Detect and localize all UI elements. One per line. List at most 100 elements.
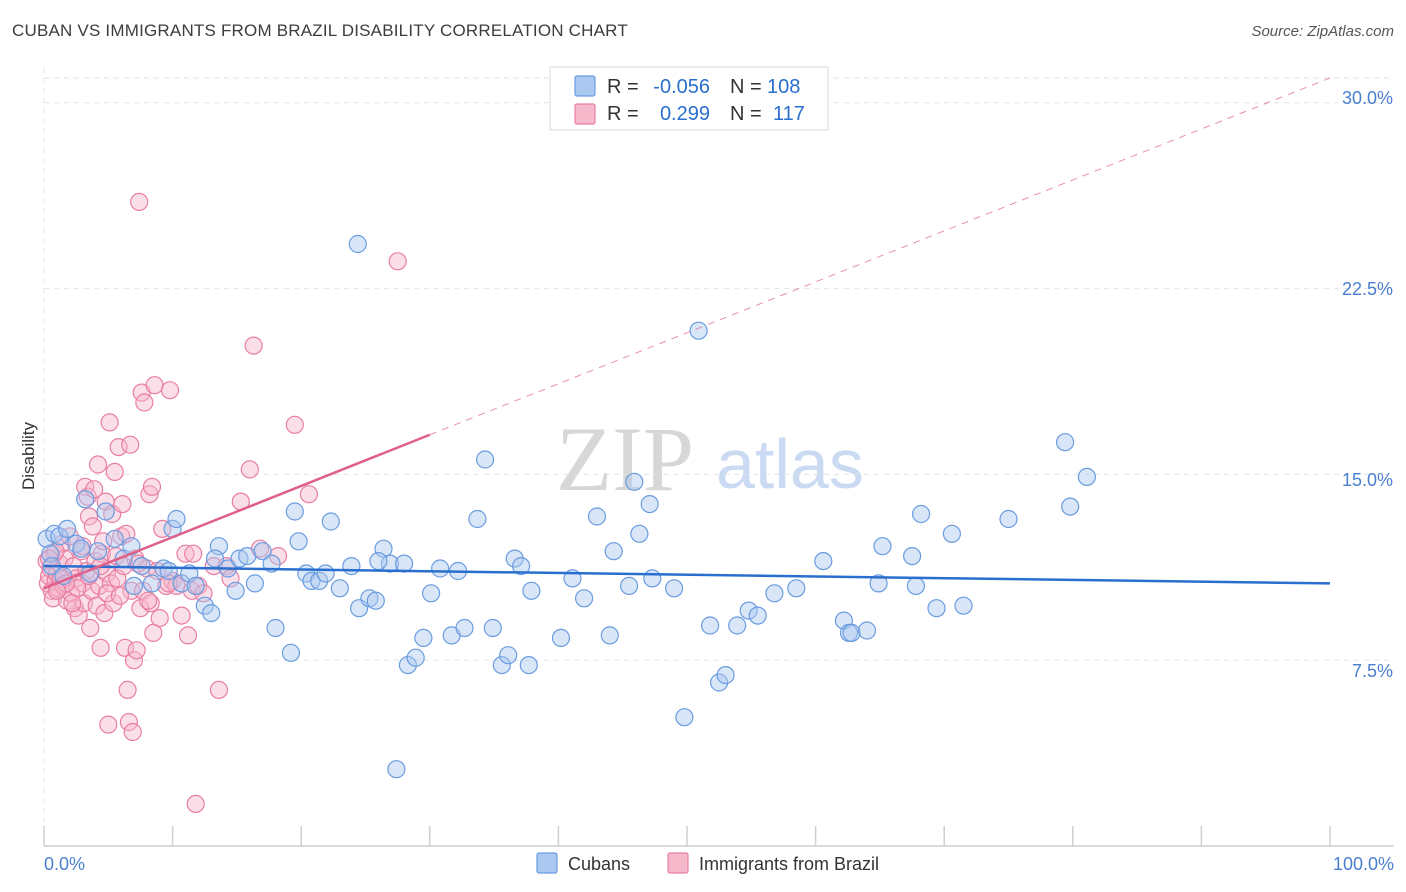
cubans-point — [142, 574, 162, 593]
brazil-point — [131, 599, 150, 618]
cubans-point — [316, 564, 335, 583]
cubans-point — [310, 571, 329, 591]
brazil-point — [130, 192, 149, 211]
cubans-point — [172, 574, 191, 593]
cubans-point — [366, 591, 385, 610]
brazil-point — [60, 527, 79, 546]
bottom-legend-label-cubans: Cubans — [568, 854, 630, 874]
cubans-point — [398, 655, 417, 675]
cubans-point — [689, 321, 708, 340]
legend-r-value: -0.056 — [653, 76, 710, 98]
cubans-point — [195, 596, 214, 615]
cubans-point — [505, 549, 524, 568]
legend-r-value: 0.299 — [660, 103, 710, 125]
cubans-point — [675, 708, 694, 727]
cubans-point — [630, 524, 649, 543]
cubans-point — [700, 616, 720, 635]
cubans-point — [238, 546, 257, 566]
legend-r-label: R = — [607, 103, 639, 125]
brazil-point — [79, 507, 99, 526]
brazil-point — [83, 517, 103, 536]
cubans-point — [76, 490, 95, 509]
brazil-point — [135, 393, 154, 412]
cubans-point — [455, 618, 474, 638]
cubans-point — [422, 584, 441, 603]
brazil-point — [91, 638, 110, 657]
cubans-point — [814, 551, 833, 571]
brazil-point — [172, 606, 191, 625]
brazil-point — [139, 591, 158, 610]
cubans-point — [522, 581, 541, 600]
brazil-point — [105, 462, 124, 481]
legend-box: R = -0.056 N = 108 R = 0.299 N = 117 — [549, 66, 829, 131]
brazil-point — [145, 376, 164, 395]
brazil-point — [141, 594, 160, 613]
cubans-point — [226, 581, 245, 600]
chart-title: CUBAN VS IMMIGRANTS FROM BRAZIL DISABILI… — [12, 21, 628, 40]
cubans-point — [625, 472, 644, 491]
cubans-point — [124, 576, 144, 596]
cubans-point — [1077, 467, 1097, 486]
brazil-point — [119, 712, 138, 732]
brazil-point — [85, 480, 104, 499]
brazil-point — [100, 413, 119, 432]
brazil-point — [121, 435, 140, 454]
brazil-point — [244, 336, 263, 355]
brazil-point — [204, 556, 223, 576]
brazil-point — [142, 477, 162, 496]
cubans-point — [253, 542, 272, 561]
cubans-point — [716, 665, 735, 685]
x-tick-label-max: 100.0% — [1333, 854, 1394, 874]
brazil-point — [127, 641, 146, 660]
cubans-point — [927, 599, 946, 618]
brazil-point — [115, 638, 135, 657]
brazil-point — [240, 460, 259, 479]
cubans-point — [499, 646, 518, 665]
cubans-point — [643, 569, 662, 588]
cubans-point — [857, 621, 877, 640]
cubans-point — [281, 643, 300, 662]
cubans-point — [511, 556, 531, 576]
cubans-point — [574, 589, 594, 608]
legend-n-value: 108 — [767, 76, 800, 98]
cubans-point — [167, 509, 186, 529]
watermark-zip: ZIP — [556, 408, 694, 510]
axis-ticks — [43, 826, 1331, 846]
brazil-point — [78, 487, 97, 506]
cubans-point — [1061, 497, 1080, 516]
brazil-point — [209, 680, 228, 700]
cubans-point — [406, 648, 425, 667]
brazil-point — [88, 455, 108, 474]
legend-frame — [549, 66, 829, 131]
cubans-point — [519, 655, 538, 675]
cubans-point — [619, 576, 639, 596]
cubans-point — [88, 542, 108, 561]
cubans-point — [728, 616, 747, 635]
legend-r-label: R = — [607, 76, 639, 98]
cubans-point — [551, 628, 571, 648]
brazil-point — [123, 722, 142, 742]
cubans-point — [387, 760, 406, 779]
y-tick-label: 15.0% — [1342, 470, 1393, 490]
x-tick-label-min: 0.0% — [44, 854, 85, 874]
legend-n-label: N = — [730, 76, 762, 98]
cubans-point — [395, 554, 414, 573]
bottom-legend: Cubans Immigrants from Brazil — [536, 852, 879, 874]
brazil-point — [176, 544, 195, 563]
brazil-point — [153, 519, 172, 539]
cubans-point — [342, 556, 361, 576]
watermark-atlas: atlas — [716, 425, 864, 503]
brazil-point — [110, 586, 130, 605]
bottom-legend-swatch-brazil — [667, 852, 689, 874]
cubans-point — [205, 549, 225, 568]
cubans-point — [468, 509, 487, 529]
brazil-point — [285, 415, 304, 434]
cubans-trend-line — [43, 564, 1331, 585]
cubans-point — [348, 234, 367, 254]
cubans-point — [159, 561, 178, 581]
brazil-point — [388, 252, 407, 271]
brazil-point — [99, 715, 118, 734]
cubans-point — [911, 504, 931, 524]
cubans-point — [321, 512, 340, 531]
